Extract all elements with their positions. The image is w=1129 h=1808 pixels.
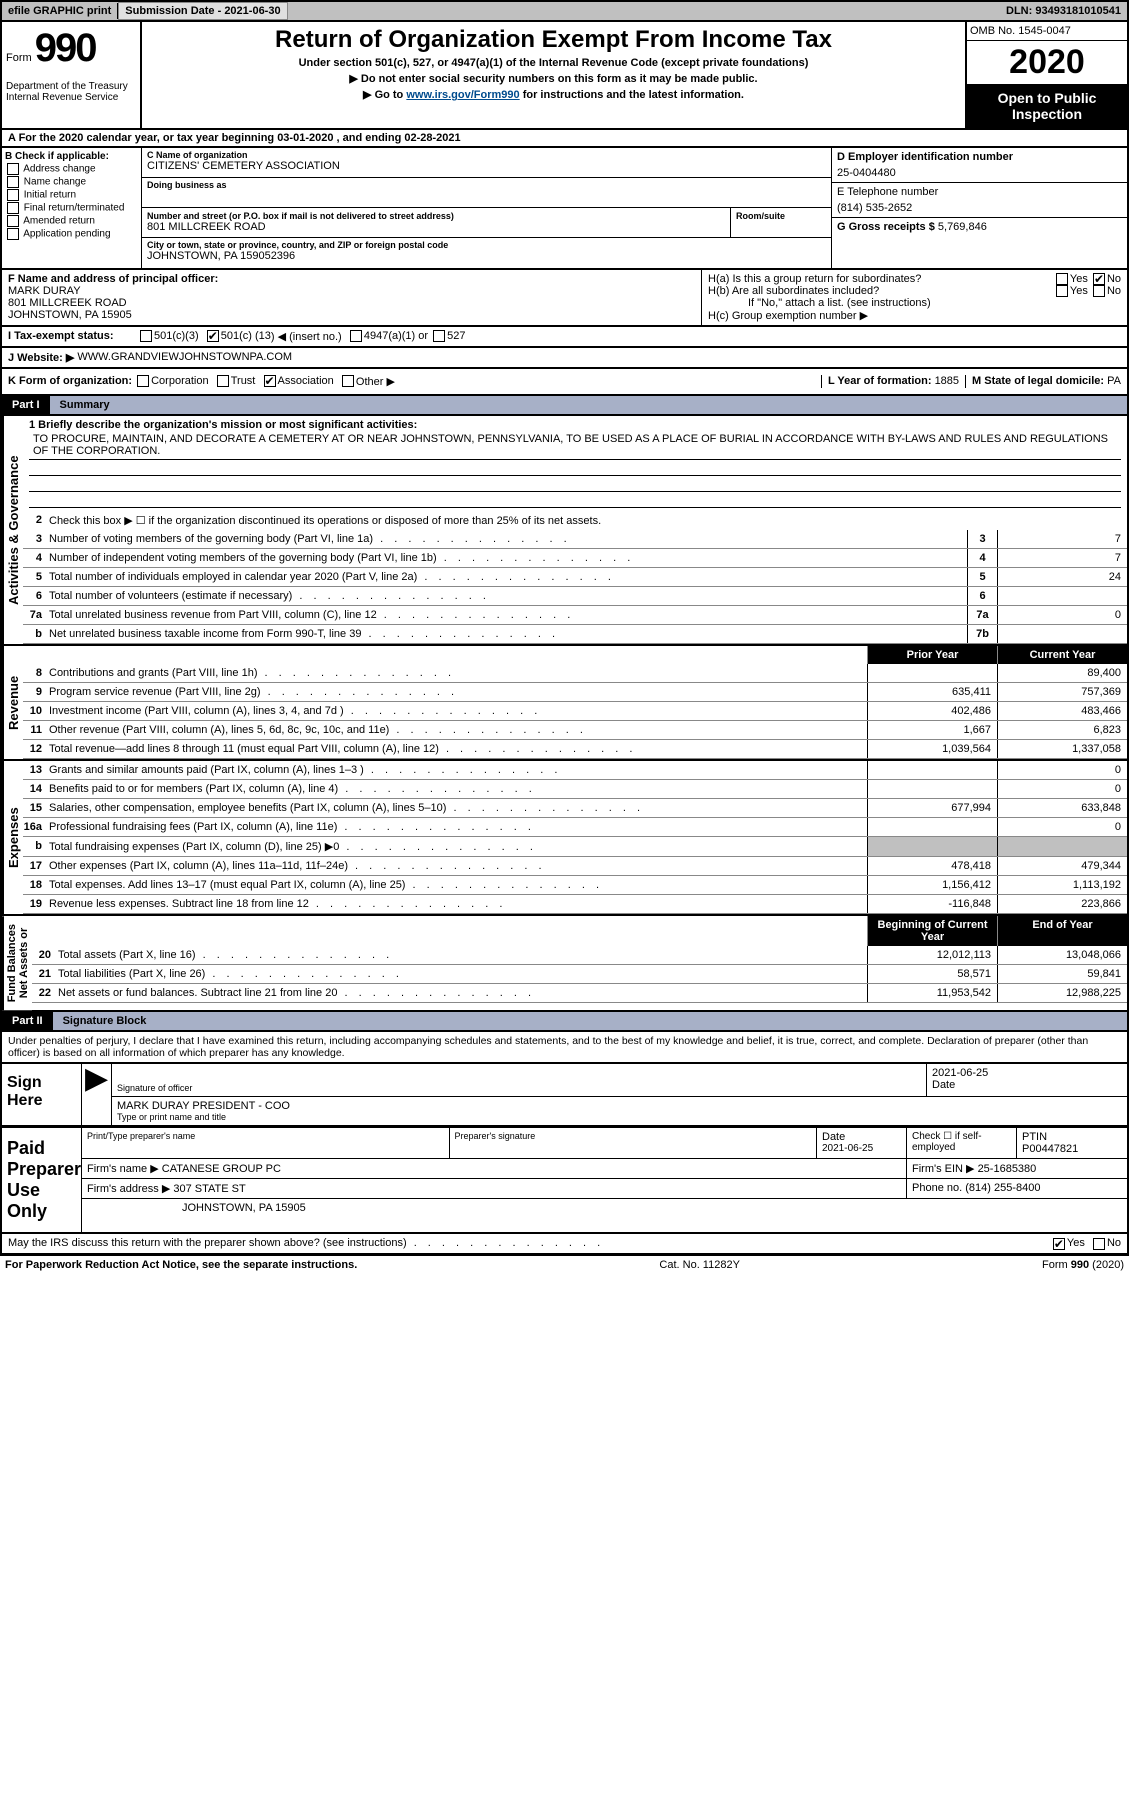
table-row: 18Total expenses. Add lines 13–17 (must … — [23, 876, 1127, 895]
year-of-formation: 1885 — [935, 375, 959, 387]
firm-addr2: JOHNSTOWN, PA 15905 — [82, 1199, 1127, 1217]
col-de: D Employer identification number 25-0404… — [832, 148, 1127, 268]
table-row: 10Investment income (Part VIII, column (… — [23, 702, 1127, 721]
table-row: 11Other revenue (Part VIII, column (A), … — [23, 721, 1127, 740]
table-row: 8Contributions and grants (Part VIII, li… — [23, 664, 1127, 683]
footer-cat: Cat. No. 11282Y — [659, 1259, 740, 1271]
ein: 25-0404480 — [837, 167, 1122, 179]
submission-date-button[interactable]: Submission Date - 2021-06-30 — [118, 2, 287, 20]
table-row: bTotal fundraising expenses (Part IX, co… — [23, 837, 1127, 857]
table-row: 12Total revenue—add lines 8 through 11 (… — [23, 740, 1127, 759]
form-title: Return of Organization Exempt From Incom… — [146, 26, 961, 54]
block-net-assets: Net Assets or Fund Balances Beginning of… — [0, 916, 1129, 1012]
dept-label: Department of the Treasury Internal Reve… — [6, 81, 136, 103]
subtitle-1: Under section 501(c), 527, or 4947(a)(1)… — [146, 57, 961, 69]
col-b-checkboxes: B Check if applicable: Address change Na… — [2, 148, 142, 268]
table-row: 5Total number of individuals employed in… — [23, 568, 1127, 587]
f-h-block: F Name and address of principal officer:… — [0, 270, 1129, 327]
telephone: (814) 535-2652 — [837, 202, 1122, 214]
table-row: 7aTotal unrelated business revenue from … — [23, 606, 1127, 625]
form-word: Form — [6, 52, 32, 64]
top-bar: efile GRAPHIC print Submission Date - 20… — [0, 0, 1129, 22]
irs-discuss-row: May the IRS discuss this return with the… — [0, 1234, 1129, 1254]
tax-year: 2020 — [967, 41, 1127, 84]
paid-preparer-block: Paid Preparer Use Only Print/Type prepar… — [0, 1128, 1129, 1234]
efile-label: efile GRAPHIC print — [2, 3, 118, 19]
block-governance: Activities & Governance 1 Briefly descri… — [0, 416, 1129, 646]
table-row: 20Total assets (Part X, line 16)12,012,1… — [32, 946, 1127, 965]
officer-name: MARK DURAY — [8, 285, 695, 297]
officer-addr1: 801 MILLCREEK ROAD — [8, 297, 695, 309]
table-row: 3Number of voting members of the governi… — [23, 530, 1127, 549]
side-expenses: Expenses — [2, 761, 23, 914]
sign-here-label: Sign Here — [2, 1064, 82, 1125]
block-revenue: Revenue Prior Year Current Year 8Contrib… — [0, 646, 1129, 761]
line-i-tax-status: I Tax-exempt status: 501(c)(3) 501(c) (1… — [0, 327, 1129, 348]
footer-form: Form 990 (2020) — [1042, 1259, 1124, 1271]
table-row: 4Number of independent voting members of… — [23, 549, 1127, 568]
omb-cell: OMB No. 1545-0047 2020 Open to Public In… — [967, 22, 1127, 128]
org-name: CITIZENS' CEMETERY ASSOCIATION — [147, 160, 826, 172]
signature-arrow-icon: ▶ — [82, 1064, 112, 1125]
officer-addr2: JOHNSTOWN, PA 15905 — [8, 309, 695, 321]
irs-link[interactable]: www.irs.gov/Form990 — [406, 89, 519, 101]
table-row: 6Total number of volunteers (estimate if… — [23, 587, 1127, 606]
street-address: 801 MILLCREEK ROAD — [147, 221, 725, 233]
firm-phone: (814) 255-8400 — [965, 1182, 1040, 1194]
identity-block: B Check if applicable: Address change Na… — [0, 148, 1129, 270]
city-state-zip: JOHNSTOWN, PA 159052396 — [147, 250, 826, 262]
table-row: 13Grants and similar amounts paid (Part … — [23, 761, 1127, 780]
dln-label: DLN: 93493181010541 — [1000, 3, 1127, 19]
mission-text: TO PROCURE, MAINTAIN, AND DECORATE A CEM… — [29, 431, 1121, 460]
table-row: 9Program service revenue (Part VIII, lin… — [23, 683, 1127, 702]
part-ii-header: Part II Signature Block — [0, 1012, 1129, 1032]
title-cell: Return of Organization Exempt From Incom… — [142, 22, 967, 128]
firm-addr1: 307 STATE ST — [173, 1183, 245, 1195]
subtitle-3: ▶ Go to www.irs.gov/Form990 for instruct… — [146, 88, 961, 101]
table-row: 19Revenue less expenses. Subtract line 1… — [23, 895, 1127, 914]
part-i-header: Part I Summary — [0, 396, 1129, 416]
website: WWW.GRANDVIEWJOHNSTOWNPA.COM — [77, 351, 292, 364]
form-header: Form 990 Department of the Treasury Inte… — [0, 22, 1129, 130]
side-revenue: Revenue — [2, 646, 23, 759]
page-footer: For Paperwork Reduction Act Notice, see … — [0, 1255, 1129, 1274]
paid-preparer-label: Paid Preparer Use Only — [2, 1128, 82, 1232]
penalty-statement: Under penalties of perjury, I declare th… — [0, 1032, 1129, 1064]
gross-receipts: 5,769,846 — [938, 221, 987, 233]
subtitle-2: ▶ Do not enter social security numbers o… — [146, 72, 961, 85]
omb-number: OMB No. 1545-0047 — [967, 22, 1127, 41]
table-row: bNet unrelated business taxable income f… — [23, 625, 1127, 644]
table-row: 21Total liabilities (Part X, line 26)58,… — [32, 965, 1127, 984]
ptin: P00447821 — [1022, 1143, 1122, 1155]
footer-left: For Paperwork Reduction Act Notice, see … — [5, 1259, 357, 1271]
line-j-website: J Website: ▶ WWW.GRANDVIEWJOHNSTOWNPA.CO… — [0, 348, 1129, 369]
officer-sig-name: MARK DURAY PRESIDENT - COO — [117, 1100, 1122, 1112]
table-row: 15Salaries, other compensation, employee… — [23, 799, 1127, 818]
line-klm: K Form of organization: Corporation Trus… — [0, 369, 1129, 396]
col-c-org: C Name of organization CITIZENS' CEMETER… — [142, 148, 832, 268]
open-to-public: Open to Public Inspection — [967, 84, 1127, 128]
form-number: 990 — [35, 26, 96, 70]
table-row: 14Benefits paid to or for members (Part … — [23, 780, 1127, 799]
table-row: 22Net assets or fund balances. Subtract … — [32, 984, 1127, 1003]
side-governance: Activities & Governance — [2, 416, 23, 644]
block-expenses: Expenses 13Grants and similar amounts pa… — [0, 761, 1129, 916]
form-id-cell: Form 990 Department of the Treasury Inte… — [2, 22, 142, 128]
firm-ein: 25-1685380 — [978, 1163, 1037, 1175]
state-domicile: PA — [1107, 375, 1121, 387]
sign-here-block: Sign Here ▶ Signature of officer 2021-06… — [0, 1064, 1129, 1128]
side-net: Net Assets or Fund Balances — [2, 916, 32, 1010]
table-row: 17Other expenses (Part IX, column (A), l… — [23, 857, 1127, 876]
firm-name: CATANESE GROUP PC — [162, 1163, 281, 1175]
line-a-period: A For the 2020 calendar year, or tax yea… — [0, 130, 1129, 148]
table-row: 16aProfessional fundraising fees (Part I… — [23, 818, 1127, 837]
